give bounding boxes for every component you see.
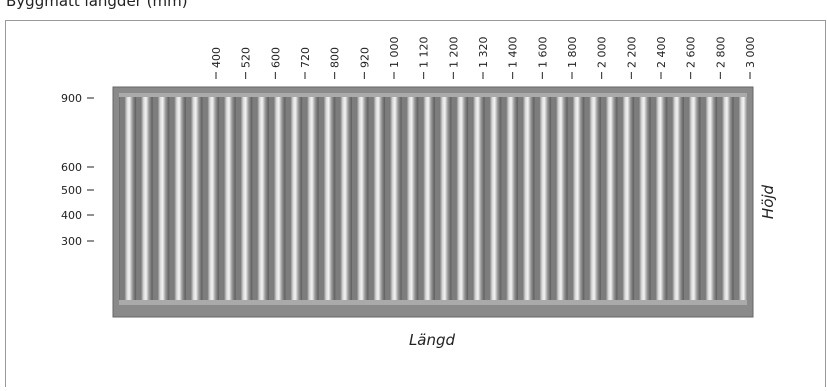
length-value: 1 000 — [388, 37, 401, 69]
radiator — [112, 86, 754, 318]
height-value: 500 — [61, 184, 82, 197]
title: Byggmått längder (mm) — [6, 0, 188, 10]
length-value: 400 — [210, 47, 223, 68]
length-value: 520 — [240, 47, 253, 68]
length-value: 1 600 — [536, 37, 549, 69]
height-value: 900 — [61, 92, 82, 105]
height-value: 600 — [61, 161, 82, 174]
length-value: 920 — [358, 47, 371, 68]
length-value: 2 600 — [685, 37, 698, 69]
length-value: 1 320 — [477, 37, 490, 69]
length-value: 1 400 — [507, 37, 520, 69]
height-label: Höjd — [759, 184, 777, 219]
length-value: 3 000 — [744, 37, 757, 69]
length-value: 800 — [329, 47, 342, 68]
length-value: 1 800 — [566, 37, 579, 69]
height-value: 300 — [61, 235, 82, 248]
length-value: 2 200 — [625, 37, 638, 69]
length-value: 1 200 — [447, 37, 460, 69]
height-value: 400 — [61, 209, 82, 222]
length-value: 600 — [269, 47, 282, 68]
length-label: Längd — [409, 331, 456, 349]
length-value: 1 120 — [418, 37, 431, 69]
length-value: 2 800 — [714, 37, 727, 69]
length-value: 720 — [299, 47, 312, 68]
length-value: 2 400 — [655, 37, 668, 69]
length-value: 2 000 — [596, 37, 609, 69]
